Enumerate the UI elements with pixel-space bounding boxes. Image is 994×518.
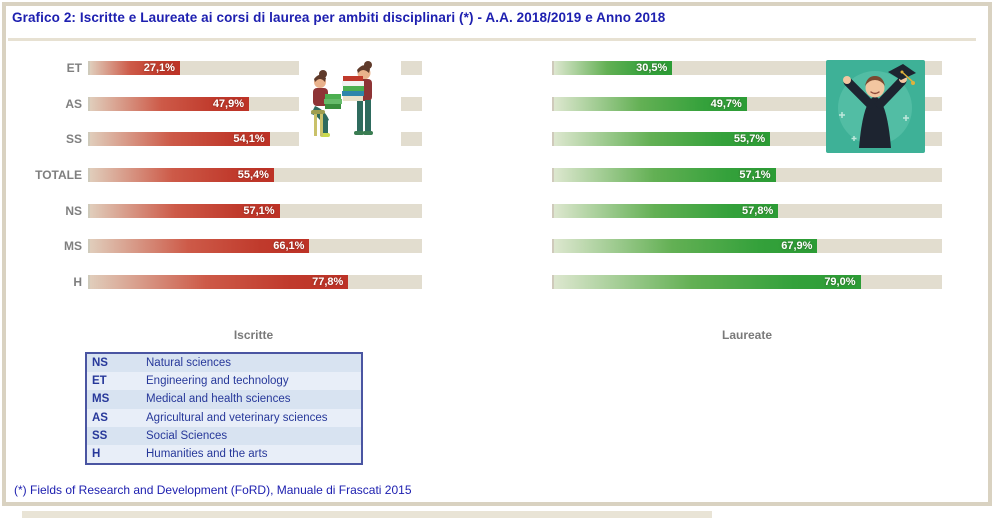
legend-code: ET [92, 375, 107, 388]
laureate-caption: Laureate [721, 328, 773, 342]
legend-label: Social Sciences [146, 429, 228, 442]
iscritte-bar: 54,1% [90, 132, 270, 147]
bar-value-label: 49,7% [710, 97, 742, 110]
bar-track: 66,1% [88, 239, 422, 254]
bar-value-label: 77,8% [312, 275, 344, 288]
students-with-books-illustration [299, 52, 401, 151]
footnote: (*) Fields of Research and Development (… [14, 483, 412, 497]
bar-value-label: 30,5% [636, 61, 668, 74]
bar-value-label: 27,1% [143, 61, 175, 74]
bar-row: TOTALE 55,4% [10, 157, 422, 193]
next-section-edge [22, 511, 712, 518]
iscritte-bar: 66,1% [90, 239, 310, 254]
iscritte-bar: 55,4% [90, 167, 274, 182]
bar-value-label: 66,1% [273, 240, 305, 253]
iscritte-bar: 27,1% [90, 60, 180, 75]
legend-code: H [92, 448, 101, 461]
legend-code: SS [92, 429, 108, 442]
students-illustration-svg [311, 61, 373, 137]
legend-code: NS [92, 357, 108, 370]
bar-row: NS 57,1% [10, 193, 422, 229]
chart-title: Grafico 2: Iscritte e Laureate ai corsi … [12, 10, 666, 25]
legend-label: Agricultural and veterinary sciences [146, 411, 328, 424]
legend-table: NS Natural sciences ET Engineering and t… [85, 352, 363, 466]
bar-track: 77,8% [88, 274, 422, 289]
bar-value-label: 79,0% [824, 275, 856, 288]
bar-value-label: 67,9% [781, 240, 813, 253]
bar-track: 67,9% [552, 239, 942, 254]
legend-label: Natural sciences [146, 357, 232, 370]
bar-value-label: 55,4% [237, 168, 269, 181]
legend-code: AS [92, 411, 108, 424]
bar-value-label: 47,9% [212, 97, 245, 110]
bar-row: MS 66,1% [10, 228, 422, 264]
bar-track: 57,1% [552, 167, 942, 182]
legend-row: MS Medical and health sciences [87, 390, 361, 409]
bar-track: 57,8% [552, 203, 942, 218]
category-label: SS [65, 132, 82, 147]
laureate-bar: 55,7% [554, 132, 771, 147]
bar-value-label: 57,8% [742, 204, 774, 217]
legend-row: H Humanities and the arts [87, 444, 361, 464]
laureate-bar: 49,7% [554, 96, 747, 111]
bar-row: H 77,8% [10, 264, 422, 300]
iscritte-bar: 57,1% [90, 203, 280, 218]
bar-track: 55,4% [88, 167, 422, 182]
iscritte-bar: 77,8% [90, 274, 349, 289]
category-label: TOTALE [35, 167, 82, 182]
laureate-bar: 30,5% [554, 60, 673, 75]
bar-value-label: 54,1% [233, 133, 265, 146]
bar-track: 57,1% [88, 203, 422, 218]
graduate-woman-illustration [826, 60, 925, 153]
legend-label: Medical and health sciences [146, 393, 291, 406]
legend-row: AS Agricultural and veterinary sciences [87, 408, 361, 427]
title-divider [8, 38, 976, 41]
bar-value-label: 55,7% [733, 133, 766, 146]
legend-row: ET Engineering and technology [87, 372, 361, 391]
iscritte-caption: Iscritte [233, 328, 274, 342]
category-label: MS [64, 239, 82, 254]
bar-row: 79,0% [552, 264, 942, 300]
legend-label: Humanities and the arts [146, 448, 268, 461]
bar-track: 79,0% [552, 274, 942, 289]
category-label: AS [65, 96, 82, 111]
legend-label: Engineering and technology [146, 375, 289, 388]
bar-row: 67,9% [552, 228, 942, 264]
legend-code: MS [92, 393, 110, 406]
iscritte-bar: 47,9% [90, 96, 250, 111]
graduate-illustration-svg [826, 60, 925, 153]
bar-row: 57,8% [552, 193, 942, 229]
category-label: NS [65, 203, 82, 218]
bar-value-label: 57,1% [243, 204, 275, 217]
bar-value-label: 57,1% [739, 168, 771, 181]
category-label: H [73, 274, 82, 289]
laureate-bar: 57,8% [554, 203, 779, 218]
laureate-bar: 67,9% [554, 239, 818, 254]
legend-row: NS Natural sciences [87, 354, 361, 373]
laureate-bar: 79,0% [554, 274, 861, 289]
legend-row: SS Social Sciences [87, 426, 361, 445]
category-label: ET [66, 60, 82, 75]
bar-row: 57,1% [552, 157, 942, 193]
laureate-bar: 57,1% [554, 167, 776, 182]
